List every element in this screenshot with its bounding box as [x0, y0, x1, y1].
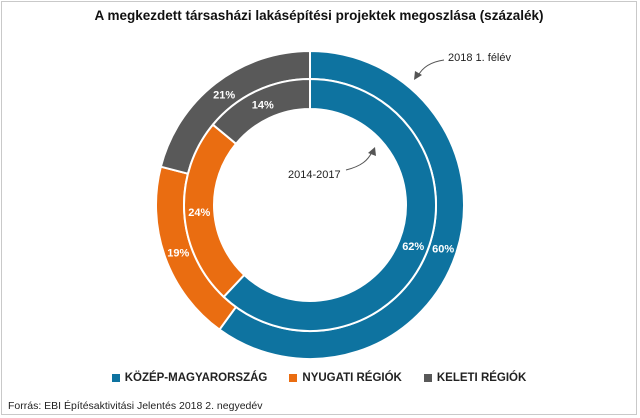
legend-item-nyugati: NYUGATI RÉGIÓK — [289, 372, 402, 384]
outer-label-keleti: 21% — [213, 89, 235, 101]
slice-labels: 60% 19% 21% 62% 24% 14% — [167, 89, 454, 259]
inner-annotation-arrowhead — [368, 147, 376, 156]
inner-annotation-arrow — [345, 151, 373, 171]
legend-label-nyugati: NYUGATI RÉGIÓK — [302, 372, 402, 384]
legend-label-keleti: KELETI RÉGIÓK — [436, 372, 527, 384]
legend-item-keleti: KELETI RÉGIÓK — [423, 372, 527, 384]
legend-item-kozep: KÖZÉP-MAGYARORSZÁG — [111, 372, 268, 384]
legend: KÖZÉP-MAGYARORSZÁG NYUGATI RÉGIÓK KELETI… — [0, 372, 638, 384]
inner-ring — [183, 77, 437, 332]
outer-annotation-arrowhead — [414, 71, 422, 80]
inner-label-kozep: 62% — [402, 241, 424, 253]
inner-slice-keleti — [211, 77, 311, 146]
outer-ring-annotation: 2018 1. félév — [448, 52, 511, 64]
legend-swatch-nyugati — [289, 374, 298, 382]
legend-label-kozep: KÖZÉP-MAGYARORSZÁG — [124, 372, 268, 384]
source-note: Forrás: EBI Építésaktivitási Jelentés 20… — [8, 400, 263, 412]
legend-swatch-kozep — [111, 374, 120, 382]
chart-title: A megkezdett társasházi lakásépítési pro… — [94, 8, 544, 23]
legend-swatch-keleti — [423, 374, 432, 382]
outer-label-nyugati: 19% — [167, 247, 189, 259]
inner-slice-kozep — [222, 77, 437, 332]
inner-ring-annotation: 2014-2017 — [288, 169, 341, 181]
outer-label-kozep: 60% — [432, 243, 454, 255]
inner-label-nyugati: 24% — [188, 207, 210, 219]
outer-annotation-arrow — [417, 59, 445, 77]
inner-label-keleti: 14% — [252, 100, 274, 112]
